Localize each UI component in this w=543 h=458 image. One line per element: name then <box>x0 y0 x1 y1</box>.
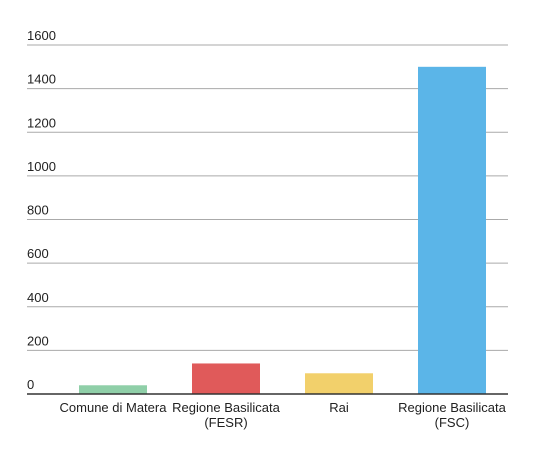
y-tick-label: 0 <box>27 377 34 392</box>
grid-layer <box>27 44 508 351</box>
category-label-line: Comune di Matera <box>60 400 168 415</box>
bar <box>418 66 486 394</box>
y-tick-label: 400 <box>27 290 49 305</box>
bar <box>192 363 260 394</box>
y-tick-label: 1600 <box>27 28 56 43</box>
y-tick-label: 800 <box>27 203 49 218</box>
y-tick-label: 1200 <box>27 115 56 130</box>
category-label: Rai <box>329 400 349 415</box>
bar <box>79 385 147 394</box>
category-label-line: Regione Basilicata <box>398 400 506 415</box>
category-label: Regione Basilicata (FESR) <box>172 400 280 430</box>
category-label: Comune di Matera <box>60 400 168 415</box>
y-tick-label: 600 <box>27 246 49 261</box>
category-label: Regione Basilicata (FSC) <box>398 400 506 430</box>
category-labels: Comune di Matera Regione Basilicata (FESR)… <box>60 400 507 430</box>
y-tick-label: 1000 <box>27 159 56 174</box>
category-label-line: Rai <box>329 400 349 415</box>
y-tick-label: 1400 <box>27 72 56 87</box>
category-label-line: Regione Basilicata <box>172 400 280 415</box>
category-label-line: (FESR) <box>204 415 247 430</box>
bars <box>79 66 486 394</box>
y-tick-label: 200 <box>27 333 49 348</box>
bar <box>305 373 373 394</box>
category-label-line: (FSC) <box>435 415 470 430</box>
y-tick-labels: 0 200 400 600 800 1000 1200 1400 1600 <box>27 28 56 392</box>
